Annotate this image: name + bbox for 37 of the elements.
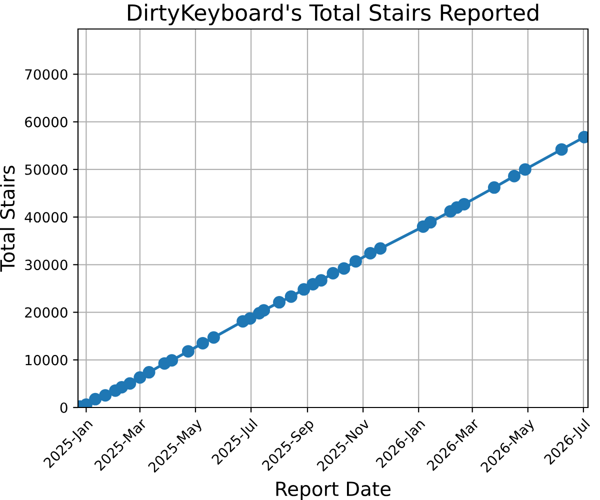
y-tick-label: 50000 [25, 164, 68, 175]
point [518, 163, 532, 176]
point [99, 389, 112, 402]
point [350, 255, 362, 268]
point [89, 392, 102, 406]
point [196, 336, 210, 350]
point [488, 181, 500, 194]
y-tick-label: 70000 [25, 69, 68, 80]
point [326, 266, 340, 280]
point [298, 283, 310, 296]
x-axis-title: Report Date [276, 482, 391, 500]
point [207, 331, 220, 344]
point [182, 345, 194, 358]
point [374, 242, 387, 255]
point [458, 198, 470, 210]
y-axis-title: Total Stairs [0, 166, 15, 272]
point [273, 296, 286, 309]
chart-title: DirtyKeyboard's Total Stairs Reported [128, 4, 538, 26]
point [258, 304, 270, 317]
y-tick-label: 60000 [25, 116, 68, 128]
point [508, 170, 520, 182]
y-tick-label: 10000 [26, 354, 68, 366]
y-tick-label: 20000 [25, 307, 68, 318]
point [134, 371, 146, 384]
point [314, 274, 328, 287]
point [424, 216, 437, 229]
point [284, 290, 298, 303]
y-tick-label: 30000 [25, 260, 68, 270]
point [142, 366, 156, 379]
y-tick-label: 40000 [24, 212, 68, 223]
point [166, 354, 178, 367]
point [244, 312, 256, 325]
point [364, 246, 377, 260]
y-tick-label: 0 [60, 402, 68, 413]
point [555, 143, 568, 156]
point [338, 262, 350, 275]
point [124, 377, 136, 390]
